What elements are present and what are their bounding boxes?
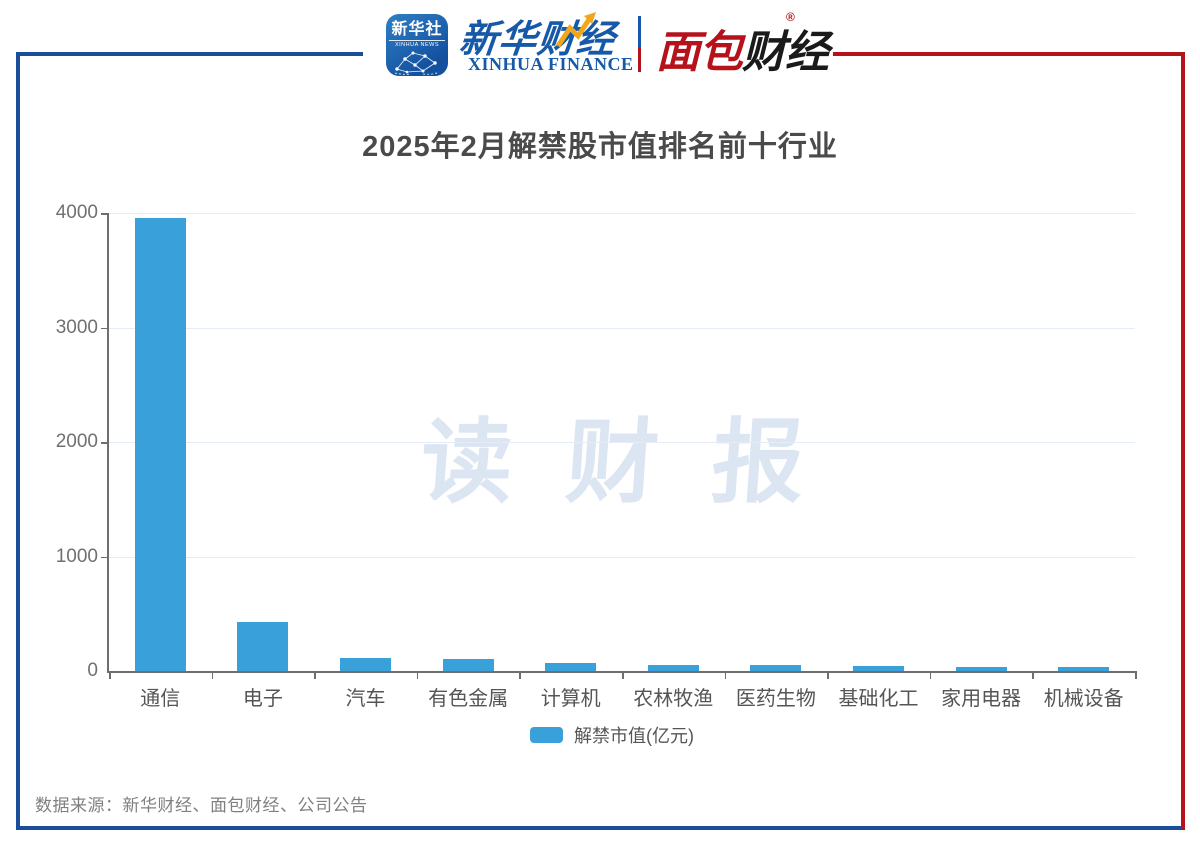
gridline-3000 (109, 327, 1135, 329)
x-category-label: 农林牧渔 (633, 688, 714, 710)
x-category-label: 电子 (242, 688, 283, 710)
y-tick-label: 0 (87, 660, 98, 681)
gridline-2000 (109, 442, 1135, 443)
data-source-note: 数据来源：新华财经、面包财经、公司公告 (35, 796, 368, 815)
y-tick-label: 1000 (55, 545, 98, 567)
y-tick-label: 3000 (55, 316, 98, 338)
y-axis-tick (101, 556, 108, 558)
bar-9 (955, 666, 1007, 671)
constellation-network-icon (394, 51, 440, 75)
lightning-arrow-icon (556, 12, 596, 48)
bar-6 (647, 664, 699, 671)
xinhua-news-icon-title: 新华社 (389, 21, 445, 41)
x-category-label: 家用电器 (941, 688, 1022, 710)
bar-10 (1058, 666, 1110, 671)
registered-trademark-icon: ® (786, 10, 795, 24)
bar-1 (134, 217, 186, 671)
bread-finance-logo: 面包财经 (656, 16, 829, 80)
x-category-label: 汽车 (345, 688, 386, 710)
chart-legend: 解禁市值(亿元) (0, 722, 1200, 748)
x-axis-tick (211, 673, 214, 679)
bar-4 (442, 658, 494, 671)
x-category-label: 机械设备 (1043, 688, 1124, 710)
x-axis-tick (622, 673, 624, 679)
bar-2 (237, 621, 289, 671)
frame-top-right-line (833, 52, 1184, 56)
x-axis-tick (1135, 673, 1137, 679)
x-axis-tick (929, 673, 932, 679)
frame-top-left-line (16, 52, 363, 56)
y-axis-tick (101, 213, 108, 215)
x-axis-tick (724, 673, 727, 679)
bread-finance-logo-red: 面包 (656, 28, 743, 77)
x-category-label: 基础化工 (838, 688, 919, 710)
bar-5 (545, 662, 597, 671)
gridline-4000 (109, 213, 1135, 214)
gridline-1000 (109, 556, 1135, 558)
frame-left-line (16, 52, 20, 830)
xinhua-finance-logo-en: XINHUA FINANCE (468, 54, 634, 74)
y-tick-label: 2000 (55, 431, 98, 452)
frame-right-line (1181, 52, 1185, 830)
x-axis-tick (1032, 673, 1034, 679)
x-category-label: 通信 (140, 688, 181, 710)
x-category-label: 有色金属 (428, 688, 509, 710)
xinhua-news-app-icon: 新华社 XINHUA NEWS (386, 14, 448, 76)
x-category-label: 医药生物 (735, 688, 816, 710)
y-tick-label: 4000 (55, 202, 98, 223)
legend-swatch (530, 727, 563, 743)
x-axis-line (107, 671, 1137, 673)
y-axis-tick (101, 442, 108, 444)
chart-title: 2025年2月解禁股市值排名前十行业 (362, 131, 838, 163)
x-category-label: 计算机 (540, 688, 601, 710)
bar-8 (853, 665, 904, 671)
y-axis-tick (101, 327, 108, 329)
y-axis-line (107, 213, 109, 673)
xinhua-news-icon-subtitle: XINHUA NEWS (394, 42, 439, 48)
x-axis-tick (519, 673, 521, 679)
header-divider-line (638, 16, 641, 72)
bar-3 (340, 657, 391, 671)
frame-bottom-line (16, 826, 1185, 830)
legend-label: 解禁市值(亿元) (574, 726, 694, 746)
bread-finance-logo-black: 财经 (742, 28, 829, 77)
bar-7 (750, 665, 802, 671)
x-axis-tick (314, 673, 316, 679)
x-axis-tick (109, 673, 111, 679)
x-axis-tick (827, 673, 829, 679)
x-axis-tick (416, 673, 419, 679)
